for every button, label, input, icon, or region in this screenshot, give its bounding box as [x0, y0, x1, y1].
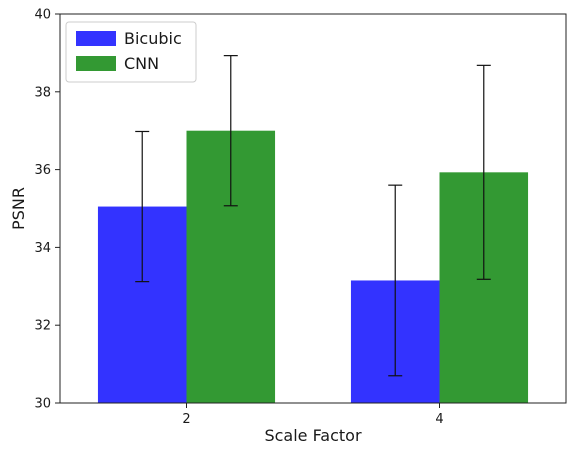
bars [97, 130, 529, 403]
y-tick-label: 38 [34, 85, 51, 100]
x-tick-label: 2 [182, 412, 190, 427]
y-tick-label: 34 [34, 241, 51, 256]
x-axis-label: Scale Factor [264, 426, 362, 445]
y-tick-label: 40 [34, 8, 51, 23]
x-tick-label: 4 [435, 412, 443, 427]
y-tick-label: 32 [34, 319, 51, 334]
y-axis-ticks: 30 32 34 36 38 40 [34, 8, 60, 412]
error-bars [135, 55, 491, 377]
legend-swatch-cnn [76, 56, 116, 71]
y-axis-label: PSNR [9, 187, 28, 230]
legend: Bicubic CNN [65, 21, 197, 83]
y-tick-label: 30 [34, 397, 51, 412]
legend-swatch-bicubic [76, 31, 116, 46]
plot-frame [59, 13, 567, 404]
legend-label-cnn: CNN [124, 54, 159, 73]
legend-label-bicubic: Bicubic [124, 29, 182, 48]
y-tick-label: 36 [34, 163, 51, 178]
